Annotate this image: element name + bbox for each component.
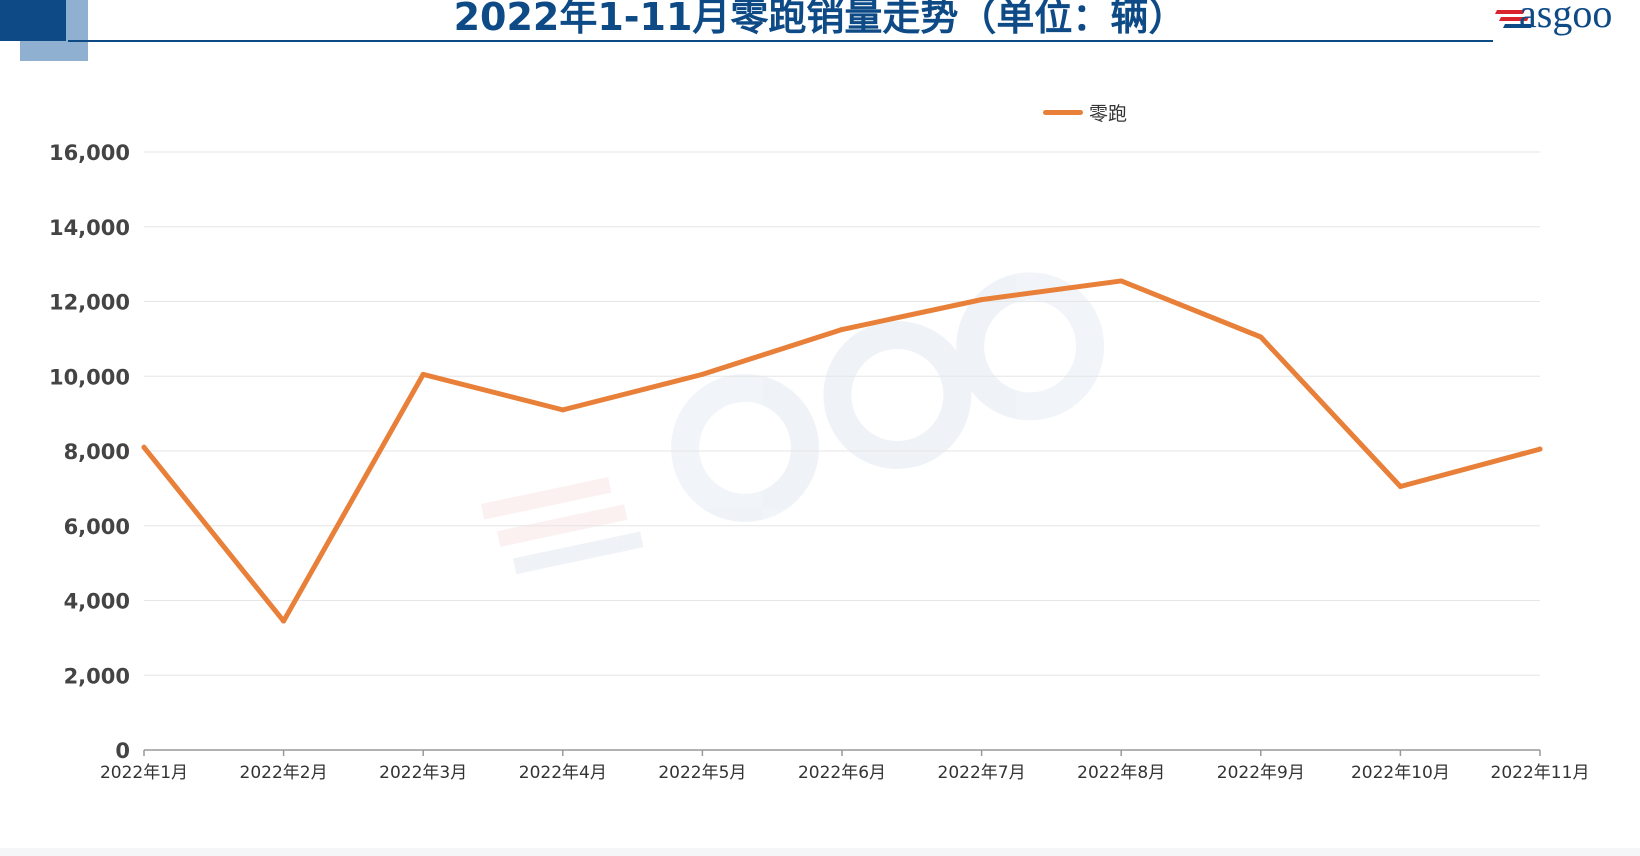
x-tick-label: 2022年7月 [938,763,1026,783]
y-tick-label: 8,000 [64,440,130,464]
y-tick-label: 14,000 [49,216,130,240]
x-tick-label: 2022年11月 [1491,763,1590,783]
page-title: 2022年1-11月零跑销量走势（单位：辆） [453,0,1187,39]
x-tick-label: 2022年8月 [1077,763,1165,783]
data-point [420,371,426,377]
y-tick-label: 10,000 [49,365,130,389]
x-tick-label: 2022年5月 [658,763,746,783]
gasgoo-logo: asgoo [1493,0,1640,44]
data-point [1258,334,1264,340]
y-tick-label: 0 [115,739,130,763]
y-tick-label: 6,000 [64,515,130,539]
x-tick-label: 2022年10月 [1351,763,1450,783]
x-tick-label: 2022年6月 [798,763,886,783]
x-tick-label: 2022年2月 [240,763,328,783]
legend-label-lingpao: 零跑 [1089,102,1128,125]
legend-swatch-lingpao [1043,109,1083,115]
chart-legend: 零跑 [1043,98,1127,126]
data-point [1397,484,1403,490]
logo-mark-icon [1495,10,1533,28]
x-tick-label: 2022年4月 [519,763,607,783]
data-point [979,297,985,303]
data-point [1118,278,1124,284]
data-point [699,371,705,377]
data-point [281,618,287,624]
x-tick-label: 2022年9月 [1217,763,1305,783]
data-point [839,327,845,333]
footer-strip [0,848,1640,856]
header-divider [68,40,1493,42]
data-point [560,407,566,413]
x-tick-label: 2022年1月 [100,763,188,783]
y-tick-label: 12,000 [49,291,130,315]
data-point [141,444,147,450]
y-tick-label: 2,000 [64,664,130,688]
x-tick-label: 2022年3月 [379,763,467,783]
corner-accent-dark [0,0,66,41]
data-point [1537,446,1543,452]
y-tick-label: 16,000 [49,141,130,165]
logo-wordmark: asgoo [1519,0,1613,36]
y-tick-label: 4,000 [64,590,130,614]
